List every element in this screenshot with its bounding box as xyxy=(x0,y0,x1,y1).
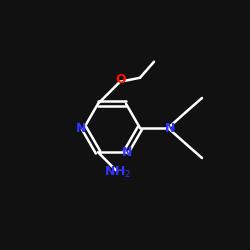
Text: O: O xyxy=(116,73,126,86)
Text: NH$_2$: NH$_2$ xyxy=(104,165,132,180)
Text: N: N xyxy=(76,122,86,134)
Text: N: N xyxy=(122,146,132,159)
Text: N: N xyxy=(165,122,175,134)
